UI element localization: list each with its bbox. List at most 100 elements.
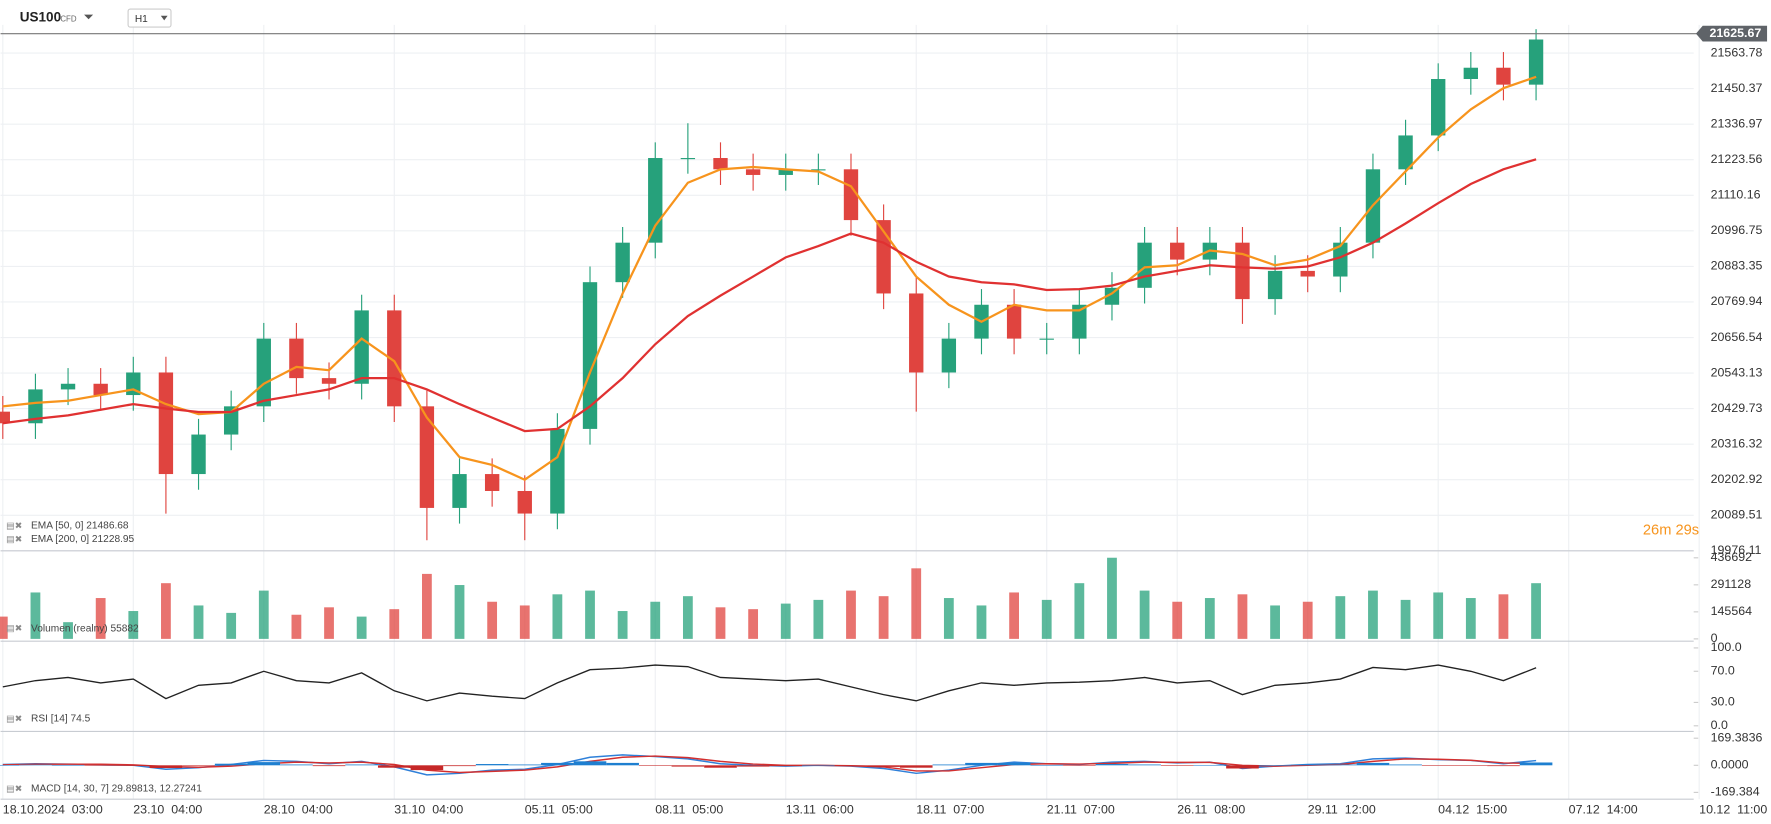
volume-bar (1139, 590, 1150, 639)
x-tick-label: 05.11 05:00 (525, 803, 593, 817)
symbol-type: CFD (60, 14, 77, 23)
x-tick-label: 26.11 08:00 (1177, 803, 1245, 817)
candle-body (354, 310, 369, 384)
volume-bar (1465, 598, 1476, 639)
marks: 18.10.2024 03:00 23.10 04:00 28.10 04:00 31… (0, 25, 1768, 817)
volume-bar (519, 605, 530, 639)
volume-bar (0, 616, 8, 639)
x-tick-label: 08.11 05:00 (655, 803, 723, 817)
macd-histogram-bar (573, 761, 607, 766)
last-price-box (1695, 25, 1768, 42)
symbol-dropdown[interactable] (84, 14, 94, 20)
x-tick-label: 10.12 11:00 (1699, 803, 1767, 817)
legend-icon: ▤✖ (6, 520, 22, 530)
macd-histogram-bar (638, 765, 672, 766)
volume-bar (650, 601, 661, 639)
candle-body (1496, 67, 1511, 85)
volume-bar (976, 605, 987, 639)
rsi-line (2, 664, 1537, 702)
timeframe[interactable]: H1 (135, 14, 148, 25)
y-tick-label: 70.0 (1711, 664, 1735, 678)
macd-histogram-bar (671, 765, 705, 767)
candle-body (419, 406, 435, 508)
candle-body (191, 434, 206, 475)
legend-icon: ▤✖ (6, 623, 22, 633)
candle-body (1398, 135, 1413, 170)
y-tick-label: 169.3836 (1711, 730, 1763, 744)
legend-icon: ▤✖ (6, 534, 22, 544)
macd-histogram-bar (1095, 764, 1129, 766)
candle-body (778, 169, 793, 175)
y-tick-label: 21223.56 (1711, 152, 1763, 166)
macd-histogram-bar (834, 765, 868, 766)
x-tick-label: 07.12 14:00 (1569, 803, 1638, 817)
symbol[interactable]: US100 (20, 10, 61, 25)
y-tick-label: 0.0000 (1711, 758, 1749, 772)
y-tick-label: 145564 (1711, 604, 1752, 618)
candle-body (1333, 242, 1348, 277)
volume-bar (878, 596, 889, 639)
volume-bar (1270, 605, 1280, 639)
volume-bar (1172, 601, 1183, 639)
y-tick-label: 20996.75 (1711, 223, 1763, 237)
volume-bar (95, 598, 106, 639)
last-price-label: 21625.67 (1710, 26, 1762, 40)
macd-histogram-bar (1389, 764, 1422, 766)
timeframe-dropdown[interactable] (160, 15, 168, 21)
macd-histogram-bar (443, 765, 476, 767)
macd-histogram-bar (867, 765, 900, 767)
macd-histogram-bar (1128, 764, 1161, 766)
legend-icon: ▤✖ (6, 783, 22, 793)
volume-bar (161, 583, 171, 639)
candle-body (484, 474, 500, 491)
y-tick-label: 100.0 (1711, 640, 1742, 654)
x-tick-label: 04.12 15:00 (1438, 803, 1507, 817)
macd-histogram-bar (1258, 765, 1292, 766)
ema-line (2, 75, 1537, 482)
y-tick-label: 291128 (1711, 577, 1752, 591)
volume-bar (389, 609, 400, 639)
macd-histogram-bar (736, 765, 770, 767)
macd-histogram-bar (280, 764, 313, 766)
volume-bar (813, 599, 824, 639)
volume-bar (846, 590, 856, 639)
volume-bar (1237, 594, 1248, 639)
volume-bar (552, 594, 563, 639)
macd-histogram-bar (541, 762, 574, 766)
volume-bar (617, 611, 628, 639)
macd-histogram-bar (997, 762, 1031, 766)
volume-bar (454, 585, 465, 639)
y-tick-label: 20883.35 (1711, 259, 1763, 273)
candle-body (876, 220, 891, 294)
volume-bar (324, 607, 334, 639)
x-tick-label: 29.11 12:00 (1308, 803, 1376, 817)
candle-body (1431, 79, 1446, 136)
y-tick-label: 30.0 (1711, 695, 1735, 709)
macd-histogram-bar (899, 765, 933, 768)
legend-entry: EMA [200, 0] 21228.95 (31, 534, 135, 545)
candle-body (387, 310, 402, 407)
macd-histogram-bar (84, 765, 117, 766)
macd-histogram-bar (116, 765, 150, 766)
candle-body (1104, 287, 1120, 305)
x-tick-label: 23.10 04:00 (133, 803, 202, 817)
volume-bar (1400, 599, 1411, 639)
timeframe-box[interactable] (127, 8, 172, 28)
y-tick-label: 19976.11 (1711, 543, 1762, 557)
volume-bar (1302, 601, 1313, 639)
candle-body (1528, 39, 1544, 85)
x-tick-label: 31.10 04:00 (394, 803, 463, 817)
volume-bar (291, 614, 302, 639)
y-tick-label: 20429.73 (1711, 401, 1763, 415)
macd-histogram-bar (214, 763, 248, 766)
y-tick-label: 20202.92 (1711, 472, 1763, 486)
macd-histogram-bar (19, 764, 52, 766)
candle-body (60, 383, 76, 390)
candle-body (909, 293, 924, 373)
candle-body (452, 474, 467, 508)
x-tick-label: 21.11 07:00 (1047, 803, 1115, 817)
macd-histogram-bar (1324, 764, 1357, 766)
x-tick-label: 28.10 04:00 (264, 803, 333, 817)
